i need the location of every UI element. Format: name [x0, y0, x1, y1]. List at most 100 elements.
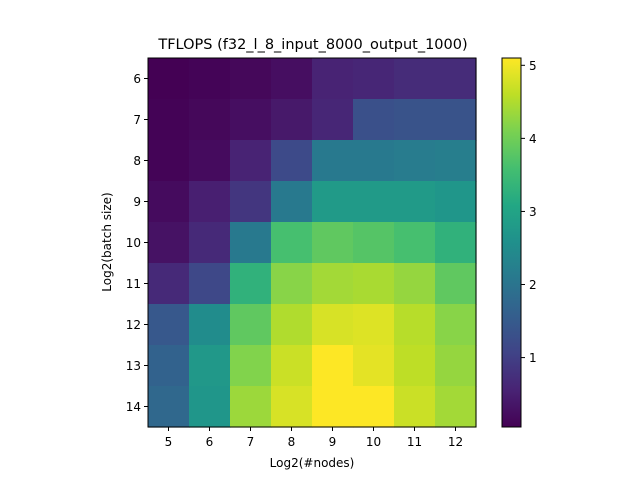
heatmap-cell [312, 222, 354, 264]
heatmap-cell [189, 58, 231, 100]
heatmap-cell [353, 58, 395, 100]
heatmap-cell [435, 345, 477, 387]
heatmap-cell [189, 263, 231, 305]
heatmap-cell [189, 140, 231, 182]
heatmap-cell [435, 386, 477, 428]
heatmap-cell [353, 263, 395, 305]
heatmap-cell [189, 386, 231, 428]
x-tick-label: 6 [206, 435, 214, 449]
heatmap-cell [230, 140, 272, 182]
heatmap-cell [353, 181, 395, 223]
heatmap-cell [312, 263, 354, 305]
heatmap-cell [312, 58, 354, 100]
heatmap-cell [189, 99, 231, 141]
heatmap-cell [271, 58, 313, 100]
heatmap-cell [435, 99, 477, 141]
colorbar-tick-label: 2 [529, 278, 537, 292]
heatmap-cell [189, 304, 231, 346]
colorbar-tick-label: 1 [529, 351, 537, 365]
heatmap-cell [394, 386, 436, 428]
heatmap-cell [271, 140, 313, 182]
y-tick-label: 11 [126, 277, 141, 291]
heatmap-cell [230, 304, 272, 346]
heatmap-cell [353, 304, 395, 346]
y-tick-label: 14 [126, 400, 141, 414]
heatmap-cell [148, 345, 190, 387]
heatmap-cell [394, 58, 436, 100]
heatmap-cell [271, 345, 313, 387]
heatmap-cell [271, 222, 313, 264]
heatmap-cell [353, 345, 395, 387]
heatmap-cell [435, 222, 477, 264]
x-tick-label: 9 [329, 435, 337, 449]
heatmap-cell [230, 222, 272, 264]
heatmap-cell [148, 140, 190, 182]
heatmap-cell [230, 58, 272, 100]
heatmap-cell [394, 304, 436, 346]
heatmap-cell [271, 99, 313, 141]
y-axis-title: Log2(batch size) [100, 192, 114, 291]
x-tick-label: 12 [448, 435, 463, 449]
heatmap-cell [353, 99, 395, 141]
heatmap-cell [189, 222, 231, 264]
heatmap-cell [435, 140, 477, 182]
x-tick-label: 5 [165, 435, 173, 449]
heatmap-cell [148, 304, 190, 346]
heatmap-cell [394, 222, 436, 264]
chart-title: TFLOPS (f32_l_8_input_8000_output_1000) [157, 37, 467, 53]
heatmap-cell [312, 181, 354, 223]
heatmap-cells [148, 58, 477, 428]
x-tick-label: 11 [407, 435, 422, 449]
colorbar-tick-label: 5 [529, 59, 537, 73]
heatmap-cell [312, 99, 354, 141]
heatmap-cell [394, 263, 436, 305]
heatmap-cell [312, 386, 354, 428]
heatmap-cell [148, 263, 190, 305]
heatmap-cell [189, 181, 231, 223]
x-axis-ticks: 5 6 7 8 9 10 11 12 [165, 427, 463, 449]
heatmap-cell [353, 140, 395, 182]
heatmap-cell [189, 345, 231, 387]
heatmap-cell [312, 345, 354, 387]
heatmap-cell [394, 99, 436, 141]
heatmap-cell [435, 58, 477, 100]
y-tick-label: 8 [133, 154, 141, 168]
heatmap-cell [435, 181, 477, 223]
y-tick-label: 10 [126, 236, 141, 250]
colorbar-tick-label: 4 [529, 132, 537, 146]
heatmap-cell [312, 304, 354, 346]
x-tick-label: 10 [366, 435, 381, 449]
heatmap-cell [148, 99, 190, 141]
colorbar-ticks: 1 2 3 4 5 [521, 59, 537, 365]
heatmap-cell [271, 181, 313, 223]
heatmap-cell [148, 181, 190, 223]
heatmap-cell [148, 386, 190, 428]
y-tick-label: 6 [133, 72, 141, 86]
heatmap-cell [435, 304, 477, 346]
heatmap-cell [230, 345, 272, 387]
heatmap-cell [148, 58, 190, 100]
heatmap-cell [394, 140, 436, 182]
heatmap-cell [230, 386, 272, 428]
y-tick-label: 13 [126, 359, 141, 373]
colorbar-tick-label: 3 [529, 205, 537, 219]
heatmap-cell [435, 263, 477, 305]
y-tick-label: 12 [126, 318, 141, 332]
y-tick-label: 9 [133, 195, 141, 209]
heatmap-cell [230, 181, 272, 223]
heatmap-cell [271, 263, 313, 305]
x-axis-title: Log2(#nodes) [270, 456, 355, 470]
heatmap-cell [394, 345, 436, 387]
heatmap-cell [148, 222, 190, 264]
y-axis-ticks: 6 7 8 9 10 11 12 13 14 [126, 72, 148, 414]
heatmap-cell [353, 386, 395, 428]
heatmap-cell [312, 140, 354, 182]
heatmap-cell [271, 386, 313, 428]
x-tick-label: 7 [247, 435, 255, 449]
x-tick-label: 8 [288, 435, 296, 449]
y-tick-label: 7 [133, 113, 141, 127]
heatmap-cell [353, 222, 395, 264]
heatmap-cell [271, 304, 313, 346]
heatmap-cell [230, 263, 272, 305]
